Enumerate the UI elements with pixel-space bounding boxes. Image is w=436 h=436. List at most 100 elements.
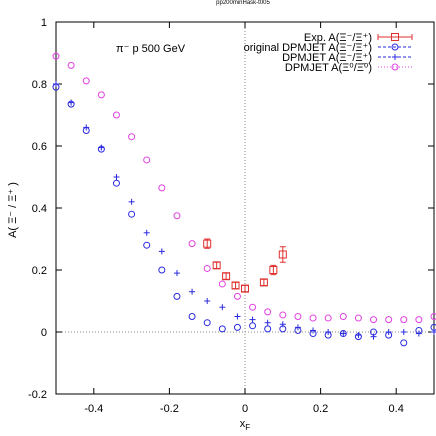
data-point <box>264 308 272 316</box>
data-point <box>325 329 332 335</box>
data-point <box>264 325 272 333</box>
data-point <box>128 133 136 141</box>
axes-layer: -0.4 -0.2 0 0.2 0.4 -0.2 0 0.2 0.4 0.6 0.8 1 <box>28 17 434 415</box>
data-point <box>259 278 268 287</box>
data-point <box>278 250 287 259</box>
data-point <box>53 81 59 87</box>
data-point <box>143 229 150 236</box>
x-tick-label: -0.2 <box>160 403 179 415</box>
data-point <box>241 284 249 293</box>
data-point <box>385 329 392 335</box>
legend-marker <box>391 63 399 71</box>
chart-annotation: π⁻ p 500 GeV <box>116 43 186 55</box>
data-point <box>173 270 180 277</box>
x-tick-label: -0.4 <box>84 403 103 415</box>
data-point <box>98 144 105 151</box>
data-point <box>431 329 436 335</box>
data-point <box>158 184 166 192</box>
y-axis-title: A( Ξ⁻ / Ξ⁺ ) <box>7 182 19 238</box>
data-point <box>188 313 196 320</box>
data-point <box>233 323 241 331</box>
data-point <box>294 313 302 320</box>
y-tick-label: 0.8 <box>32 79 47 91</box>
data-point <box>218 280 226 288</box>
y-tick-label: 0 <box>41 327 47 339</box>
data-point <box>67 61 75 69</box>
data-point <box>113 174 120 180</box>
data-point <box>188 240 196 248</box>
data-point <box>204 298 211 304</box>
data-point <box>189 288 196 295</box>
legend-marker <box>391 33 399 41</box>
data-point <box>430 313 436 320</box>
data-point <box>203 264 211 272</box>
legend-label: original DPMJET A(Ξ⁻/Ξ⁺) <box>244 42 372 54</box>
data-point <box>415 330 422 337</box>
data-point <box>83 124 90 131</box>
legend-marker <box>392 54 398 60</box>
data-point <box>234 313 241 320</box>
series-2 <box>53 81 436 340</box>
data-point <box>264 319 271 326</box>
data-point <box>309 314 317 322</box>
data-point <box>82 77 90 85</box>
data-point <box>355 332 362 339</box>
y-tick-label: 0.2 <box>32 265 47 277</box>
data-point <box>112 111 120 119</box>
data-point <box>143 241 151 249</box>
data-point <box>158 266 166 274</box>
legend: Exp. A(Ξ⁻/Ξ⁺)original DPMJET A(Ξ⁻/Ξ⁺)DPM… <box>244 32 413 74</box>
data-point <box>233 292 241 300</box>
data-point <box>173 212 181 220</box>
data-point <box>97 91 105 99</box>
data-point <box>294 324 301 331</box>
data-point <box>128 198 135 205</box>
data-point <box>158 248 165 255</box>
data-point <box>203 319 211 327</box>
data-point <box>385 316 393 324</box>
data-point <box>128 210 136 218</box>
data-point <box>173 292 181 300</box>
data-point <box>400 339 408 347</box>
y-tick-label: -0.2 <box>28 389 47 401</box>
data-point <box>68 99 75 106</box>
data-layer <box>52 52 436 347</box>
data-point <box>249 322 257 330</box>
data-point <box>324 314 332 322</box>
data-point <box>219 304 226 311</box>
data-point <box>218 325 226 333</box>
data-point <box>340 330 347 337</box>
y-tick-label: 1 <box>41 17 47 29</box>
x-axis-title: xF <box>240 418 251 432</box>
chart-title: pp200minHask-t005 <box>216 0 270 6</box>
data-point <box>279 321 286 328</box>
data-point <box>310 327 317 334</box>
data-point <box>212 261 221 270</box>
data-point <box>231 281 240 290</box>
data-point <box>354 314 362 322</box>
data-point <box>339 313 347 320</box>
data-point <box>370 333 377 340</box>
data-point <box>143 156 151 164</box>
data-point <box>222 272 231 281</box>
y-tick-label: 0.6 <box>32 141 47 153</box>
y-tick-label: 0.4 <box>32 203 47 215</box>
x-tick-label: 0 <box>242 403 248 415</box>
data-point <box>112 179 120 187</box>
x-tick-label: 0.2 <box>313 403 328 415</box>
data-point <box>279 311 287 319</box>
series-3 <box>52 52 436 324</box>
x-tick-label: 0.4 <box>389 403 404 415</box>
data-point <box>203 239 212 248</box>
legend-label: DPMJET A(Ξ⁻/Ξ⁺) <box>282 52 372 64</box>
data-point <box>415 316 423 324</box>
legend-label: DPMJET A(Ξ⁰/Ξ̄⁰) <box>285 62 372 74</box>
data-point <box>52 52 60 60</box>
data-point <box>400 316 408 324</box>
data-point <box>269 266 278 274</box>
data-point <box>249 303 257 311</box>
data-point <box>400 329 407 335</box>
data-point <box>370 316 378 324</box>
data-point <box>249 316 256 323</box>
